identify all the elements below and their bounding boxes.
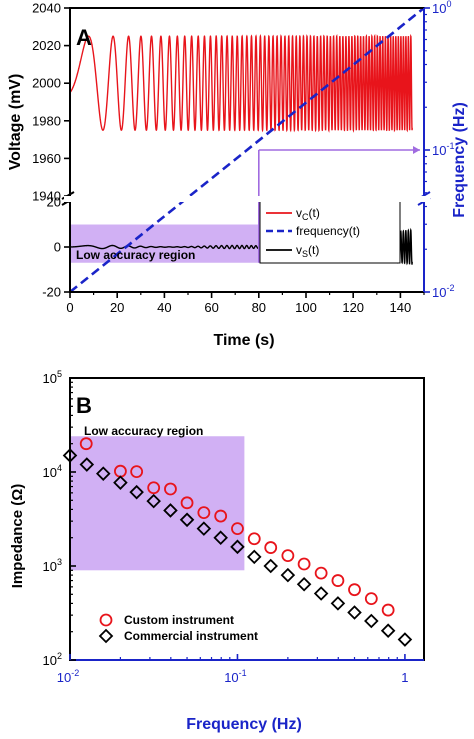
legend-marker-custom [99, 613, 113, 627]
custom-instrument-point [281, 549, 295, 563]
y-tick-label: 2040 [32, 1, 61, 16]
y-tick-label: 20 [47, 195, 61, 210]
panel-a-ticks: 0 20 40 60 80 100 120 1401940196019802000202020… [32, 0, 454, 315]
commercial-instrument-point [313, 586, 329, 601]
x-tick-label: 0 [66, 300, 73, 315]
commercial-instrument-point [213, 530, 228, 545]
panel-a: 0 20 40 60 80 100 120 1401940196019802000202020… [7, 0, 468, 349]
x-tick-label: 10-1 [224, 668, 246, 685]
voltage-axis-label: Voltage (mV) [7, 74, 24, 171]
legend-item-vs: vS(t) [296, 243, 319, 259]
commercial-instrument-point [196, 521, 212, 536]
legend-item-vc: vC(t) [296, 206, 320, 222]
x-tick-label: 1 [401, 670, 408, 685]
x-tick-label: 120 [342, 300, 364, 315]
commercial-instrument-point [364, 613, 379, 629]
y-tick-label: 0 [54, 240, 61, 255]
custom-instrument-point [147, 481, 161, 495]
custom-instrument-point [247, 532, 261, 546]
low-accuracy-region-a [70, 224, 259, 263]
frequency-x-axis-label: Frequency (Hz) [186, 716, 302, 733]
y-tick-label: 105 [43, 369, 62, 386]
y-tick-label: 1940 [32, 189, 61, 204]
x-tick-label: 40 [157, 300, 171, 315]
y-tick-label: 2020 [32, 38, 61, 53]
commercial-instrument-point [129, 484, 144, 500]
custom-instrument-point [314, 566, 328, 580]
time-axis-label: Time (s) [213, 332, 274, 349]
commercial-instrument-point [163, 503, 178, 518]
y-tick-label: 102 [43, 651, 62, 668]
y-tick-label: 2000 [32, 76, 61, 91]
legend-item-custom: Custom instrument [124, 613, 234, 627]
custom-instrument-point [264, 541, 278, 554]
custom-instrument-point [197, 506, 211, 519]
panel-b-legend: Custom instrument Commercial instrument [98, 613, 258, 644]
commercial-instrument-point [330, 596, 346, 611]
x-tick-label: 10-2 [57, 668, 79, 685]
panel-b: 102 103 104 105 10-2 10-1 1 B Low accuracy reg… [9, 369, 425, 733]
custom-instrument-point [214, 509, 228, 523]
custom-instrument-point [231, 522, 244, 535]
panel-b-data-layer [62, 437, 413, 647]
commercial-instrument-point [246, 549, 262, 565]
panel-b-region-label: Low accuracy region [84, 424, 203, 438]
marker-arrow-head [413, 146, 420, 154]
series-vc-line [69, 33, 413, 133]
frequency-axis-label: Frequency (Hz) [451, 102, 468, 218]
x-tick-label: 80 [252, 300, 266, 315]
y-tick-label: -20 [42, 285, 61, 300]
commercial-instrument-point [95, 466, 111, 481]
impedance-axis-label: Impedance (Ω) [9, 484, 26, 589]
custom-instrument-point [348, 583, 361, 597]
commercial-instrument-point [263, 558, 278, 574]
custom-instrument-point [79, 437, 93, 451]
commercial-instrument-point [146, 493, 161, 509]
commercial-instrument-point [230, 539, 245, 555]
custom-instrument-point [130, 465, 144, 478]
legend-marker-commercial [98, 628, 114, 644]
custom-instrument-point [364, 592, 378, 605]
panel-a-data-layer [69, 6, 425, 294]
custom-instrument-point [331, 574, 345, 587]
x-tick-label: 20 [110, 300, 124, 315]
panel-a-letter: A [76, 25, 92, 50]
commercial-instrument-point [79, 457, 95, 472]
custom-instrument-point [164, 482, 177, 496]
y-tick-label: 104 [43, 463, 62, 480]
panel-a-legend: vC(t) frequency(t) vS(t) [259, 198, 401, 264]
commercial-instrument-point [179, 512, 195, 528]
y-tick-label: 1980 [32, 113, 61, 128]
legend-item-frequency: frequency(t) [296, 224, 360, 238]
x-tick-label: 140 [390, 300, 412, 315]
panel-b-ticks: 102 103 104 105 10-2 10-1 1 [43, 369, 409, 685]
custom-instrument-point [381, 603, 395, 617]
x-tick-label: 60 [204, 300, 218, 315]
y2-tick-label: 100 [432, 0, 451, 16]
commercial-instrument-point [380, 623, 396, 638]
y2-tick-label: 10-2 [432, 283, 454, 300]
x-tick-label: 100 [295, 300, 317, 315]
commercial-instrument-point [280, 567, 296, 583]
commercial-instrument-point [113, 475, 128, 490]
commercial-instrument-point [397, 632, 413, 647]
commercial-instrument-point [296, 576, 312, 592]
series-frequency-line [69, 6, 425, 294]
panel-b-letter: B [76, 393, 92, 418]
custom-instrument-point [180, 496, 194, 510]
legend-item-commercial: Commercial instrument [124, 629, 258, 643]
panel-a-region-label: Low accuracy region [76, 248, 195, 262]
y-tick-label: 103 [43, 557, 62, 574]
custom-instrument-point [297, 557, 311, 571]
y-tick-label: 1960 [32, 151, 61, 166]
commercial-instrument-point [347, 605, 362, 620]
y2-tick-label: 10-1 [432, 141, 454, 158]
axis-break-gap [64, 196, 430, 202]
